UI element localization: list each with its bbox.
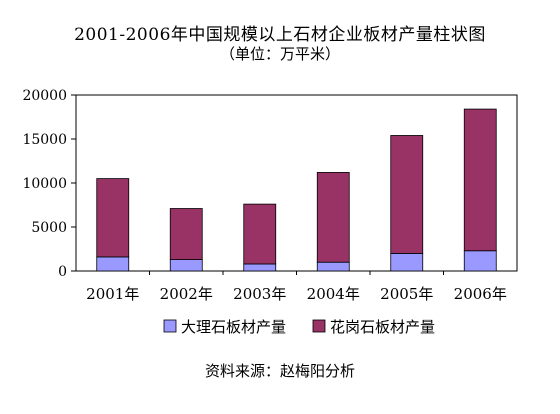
bar-granite [243, 203, 277, 265]
bar-marble [316, 261, 350, 272]
bar-marble [243, 263, 277, 272]
y-tick-label: 20000 [22, 88, 67, 104]
chart-title: 2001-2006年中国规模以上石材企业板材产量柱状图 [74, 25, 486, 45]
bar-marble [463, 250, 497, 272]
bar-granite [169, 208, 203, 260]
bar-marble [169, 259, 203, 272]
bar-granite [316, 172, 350, 263]
bar-marble [96, 256, 130, 272]
legend-swatch [163, 319, 177, 333]
chart-subtitle: （单位：万平米） [219, 45, 340, 63]
x-tick-label: 2002年 [160, 285, 213, 303]
legend-label: 大理石板材产量 [181, 318, 286, 336]
y-tick-label: 15000 [22, 132, 67, 148]
bar-marble [390, 252, 424, 272]
bar-granite [463, 108, 497, 252]
y-tick-label: 5000 [31, 220, 67, 236]
x-tick-label: 2004年 [307, 285, 360, 303]
x-tick-label: 2005年 [380, 285, 433, 303]
bar-granite [96, 178, 130, 258]
x-tick-label: 2001年 [86, 285, 139, 303]
legend-label: 花岗石板材产量 [330, 318, 435, 336]
y-tick-label: 10000 [22, 176, 67, 192]
plot-area-frame [75, 94, 518, 272]
bar-granite [390, 135, 424, 254]
x-tick-label: 2006年 [454, 285, 507, 303]
chart-source: 资料来源：赵梅阳分析 [204, 362, 355, 380]
legend-swatch [312, 319, 326, 333]
y-tick-label: 0 [58, 264, 67, 280]
x-tick-label: 2003年 [233, 285, 286, 303]
